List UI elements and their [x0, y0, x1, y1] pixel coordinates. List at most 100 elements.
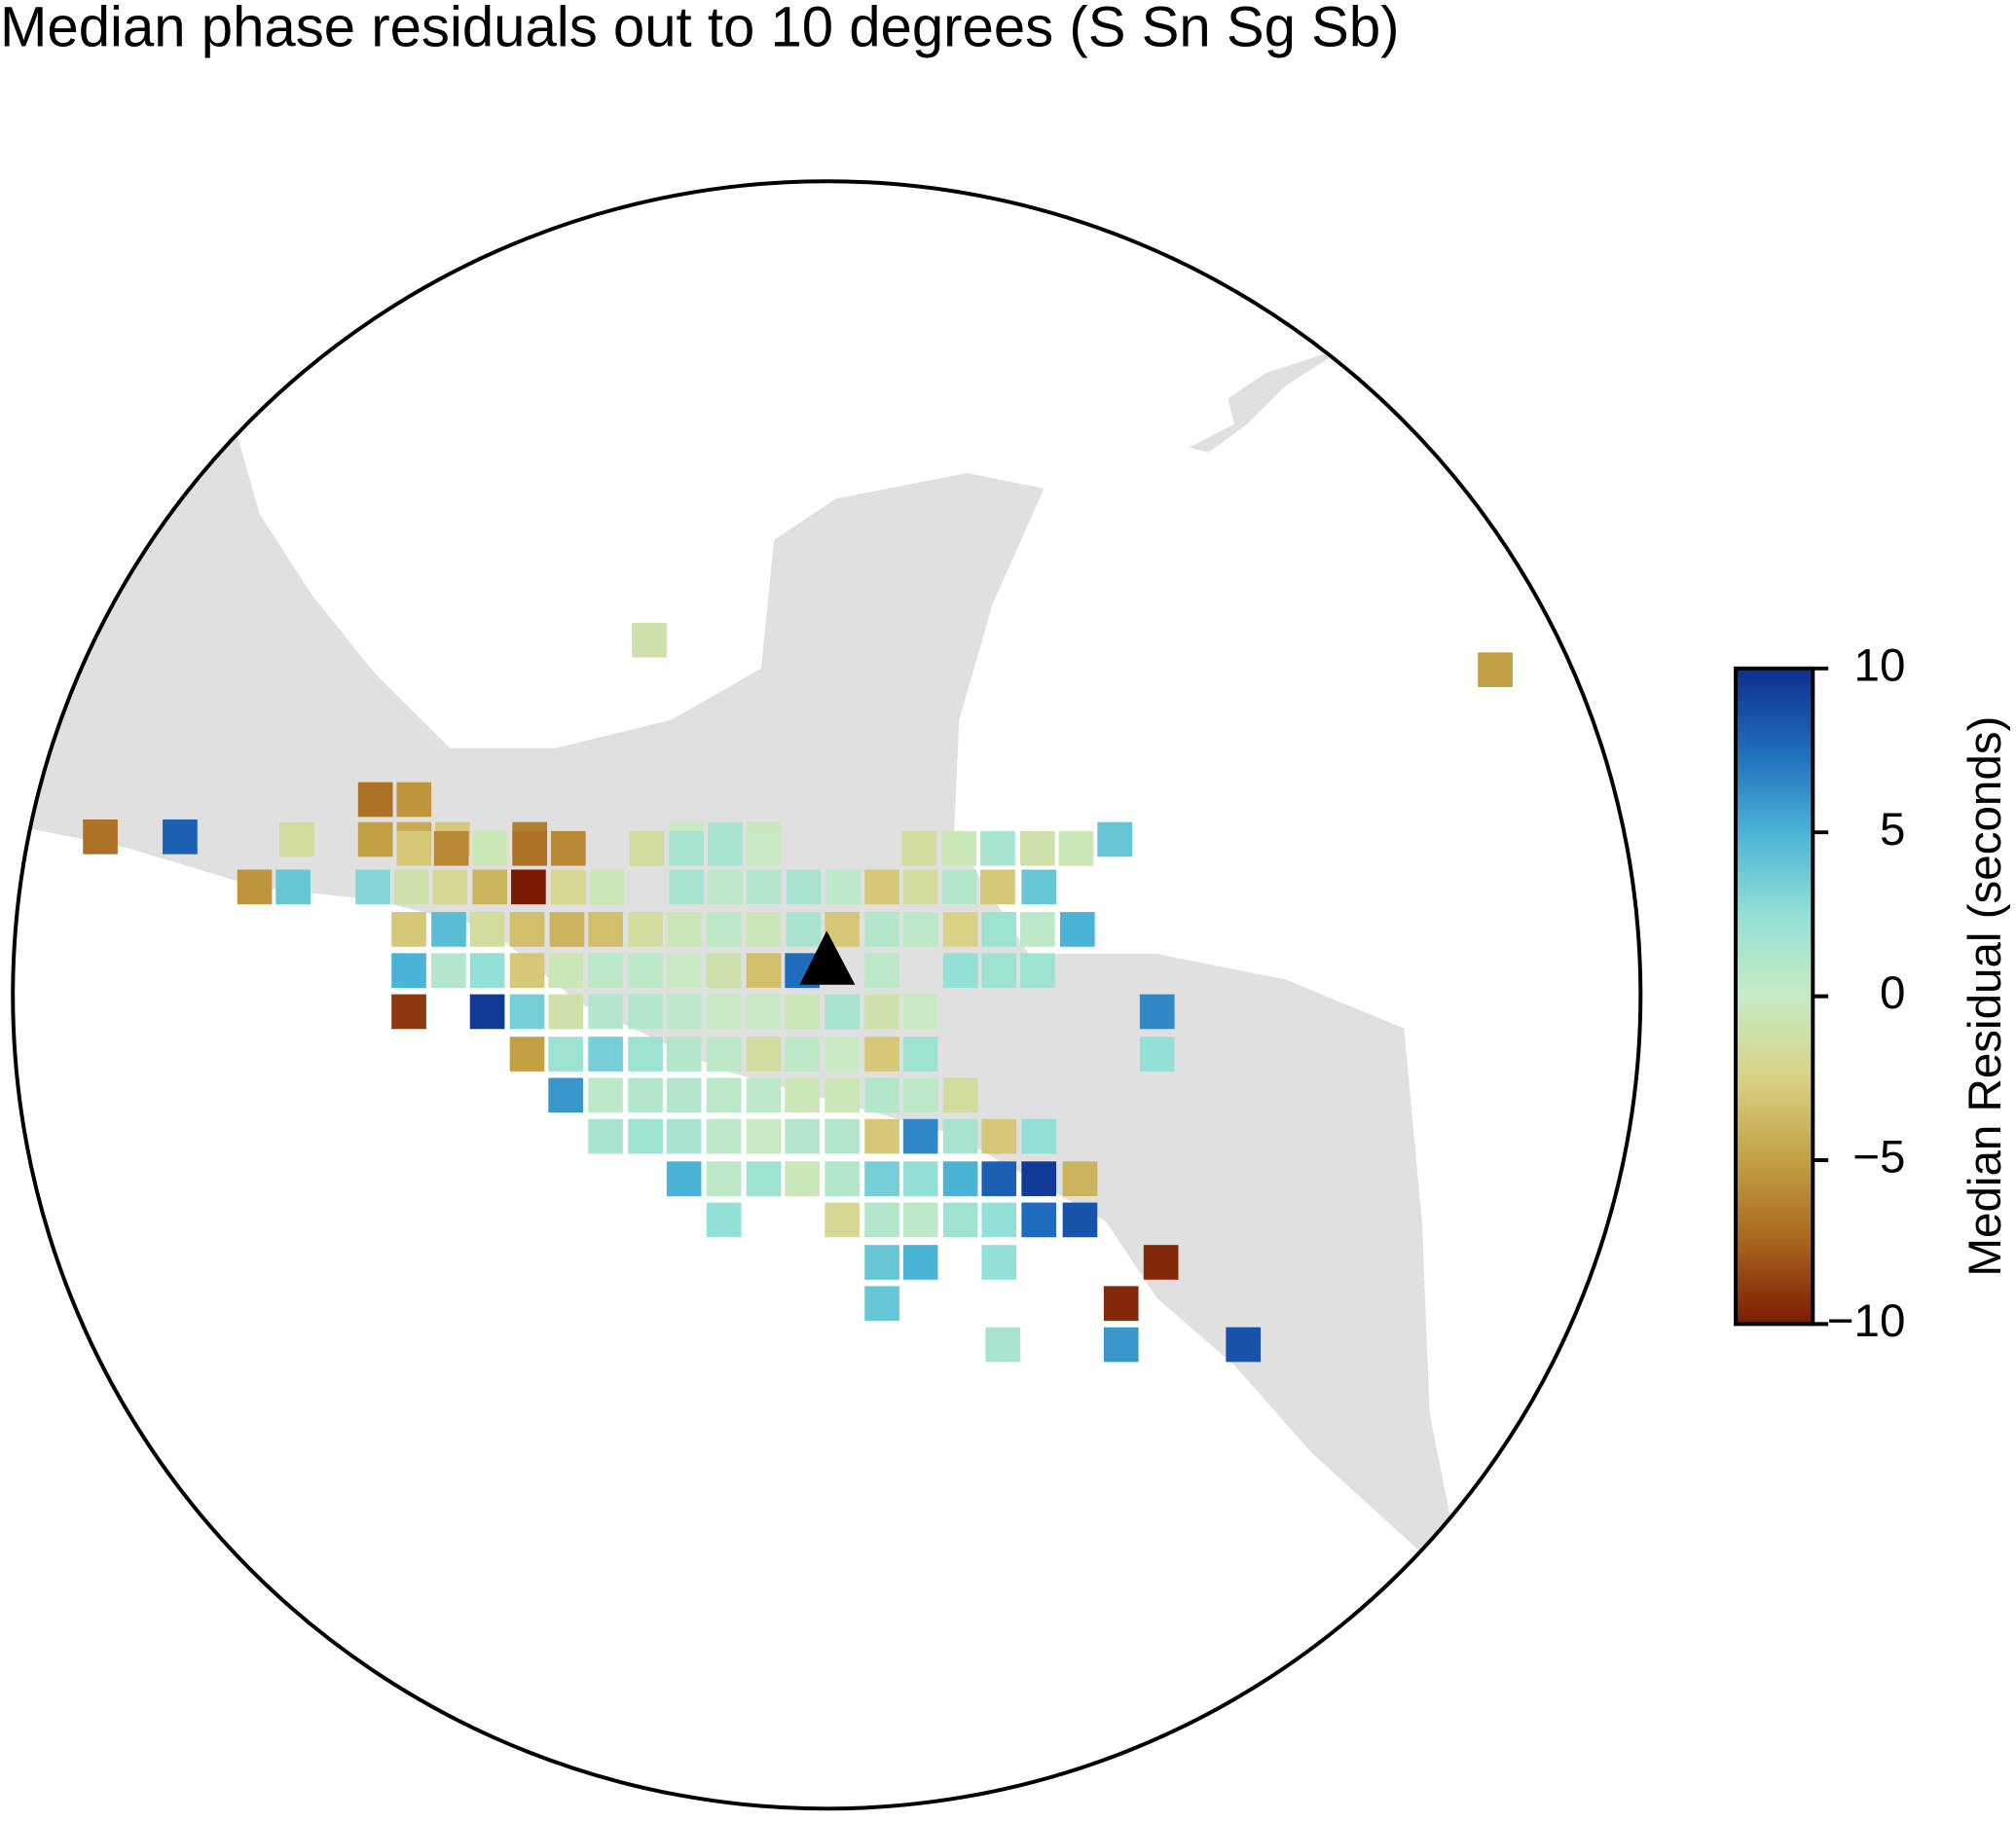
residual-cell	[942, 1161, 978, 1196]
residual-cell	[1226, 1327, 1262, 1363]
residual-cell	[708, 830, 743, 866]
map-frame	[11, 179, 1643, 1811]
residual-cell	[825, 869, 861, 905]
residual-cell	[1058, 830, 1094, 866]
residual-cell	[548, 1077, 583, 1113]
residual-cell	[1139, 994, 1175, 1030]
residual-cell	[391, 994, 426, 1030]
residual-cell	[864, 1077, 899, 1113]
residual-cell	[706, 1077, 742, 1113]
land	[13, 337, 1456, 1558]
residual-cell	[357, 821, 393, 857]
residual-cell	[393, 869, 429, 905]
residual-cell	[1103, 1286, 1139, 1322]
residual-cell	[469, 953, 505, 989]
residual-cell	[785, 1161, 821, 1196]
colorbar-tick-label: 10	[1854, 639, 1906, 691]
residual-cell	[825, 1202, 860, 1238]
residual-cell	[981, 1161, 1017, 1196]
residual-cell	[588, 953, 623, 989]
residual-cell	[669, 830, 705, 866]
residual-cell	[980, 830, 1015, 866]
residual-cell	[864, 1286, 899, 1322]
residual-cell	[942, 953, 978, 989]
residual-cell	[864, 1245, 899, 1280]
residual-cell	[942, 912, 978, 947]
residual-cell	[431, 912, 466, 947]
residual-cell	[981, 1202, 1017, 1238]
residual-cell	[628, 1077, 663, 1113]
residual-cell	[942, 1077, 978, 1113]
residual-cell	[825, 1077, 860, 1113]
residual-cell	[942, 1202, 978, 1238]
residual-cell	[548, 1037, 583, 1072]
residual-cell	[1021, 1118, 1057, 1154]
residual-cell	[588, 1118, 623, 1154]
residual-cell	[980, 869, 1015, 905]
residual-cell	[786, 869, 822, 905]
residual-cell	[83, 819, 118, 855]
residual-cell	[550, 869, 586, 905]
residual-cell	[1143, 1245, 1179, 1280]
residual-cell	[391, 912, 426, 947]
residual-cell	[825, 1161, 860, 1196]
residual-cell	[746, 953, 782, 989]
residual-cell	[550, 830, 586, 866]
residual-cell	[628, 953, 663, 989]
residual-cell	[902, 1118, 938, 1154]
residual-cell	[985, 1327, 1021, 1363]
residual-cell	[902, 912, 938, 947]
residual-cell	[864, 1037, 899, 1072]
residual-cell	[1020, 912, 1055, 947]
residual-cell	[746, 1037, 782, 1072]
chart-title: Median phase residuals out to 10 degrees…	[0, 0, 1399, 59]
residual-cell	[472, 869, 508, 905]
colorbar-tick-label: −10	[1827, 1295, 1906, 1347]
colorbar-tick-label: 5	[1880, 804, 1905, 856]
residual-cell	[237, 869, 273, 905]
residual-cell	[1021, 869, 1057, 905]
residual-cell	[864, 912, 899, 947]
residual-cell	[632, 622, 667, 658]
residual-cell	[746, 1077, 782, 1113]
residual-cell	[708, 869, 743, 905]
residual-cell	[1103, 1327, 1139, 1363]
residual-cell	[864, 953, 899, 989]
residual-cell	[901, 830, 937, 866]
residual-cell	[864, 869, 899, 905]
residual-cell	[864, 1161, 899, 1196]
residual-cell	[746, 994, 782, 1030]
residual-cell	[1021, 1161, 1057, 1196]
residual-cell	[981, 912, 1017, 947]
residual-cell	[472, 830, 508, 866]
colorbar-tick-label: 0	[1880, 967, 1905, 1019]
residual-cell	[1062, 1161, 1098, 1196]
residual-cell	[825, 994, 860, 1030]
residual-cell	[628, 994, 663, 1030]
residual-cell	[706, 953, 742, 989]
residual-cell	[396, 830, 432, 866]
residual-cell	[746, 1161, 782, 1196]
residual-cell	[981, 1118, 1017, 1154]
residual-cell	[902, 869, 938, 905]
residual-cell	[163, 819, 198, 855]
residual-cell	[357, 782, 393, 818]
residual-cell	[666, 1037, 702, 1072]
residual-cell	[706, 1118, 742, 1154]
residual-cell	[1139, 1037, 1175, 1072]
residual-cell	[628, 912, 663, 947]
residual-cell	[902, 1077, 938, 1113]
residual-cell	[391, 953, 426, 989]
residual-cell	[981, 1245, 1017, 1280]
residual-cell	[588, 994, 623, 1030]
residual-cell	[1059, 912, 1095, 947]
residual-cell	[706, 1202, 742, 1238]
residual-cell	[746, 869, 782, 905]
residual-cell	[1062, 1202, 1098, 1238]
residual-cell	[549, 912, 585, 947]
residual-cell	[941, 830, 977, 866]
colorbar-ticks: −10 −5 0 5 10	[1813, 639, 1905, 1347]
residual-cell	[902, 994, 938, 1030]
residual-cell	[785, 1118, 821, 1154]
